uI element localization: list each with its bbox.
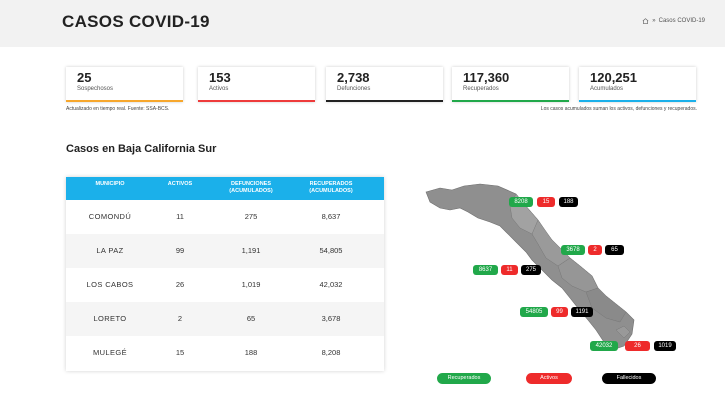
col-municipio: MUNICIPIO [95,181,125,187]
breadcrumb: » Casos COVID-19 [642,18,705,24]
lapaz-activos-badge: 99 [551,307,568,317]
loreto-defunciones-badge: 65 [605,245,624,255]
cell-activos: 26 [175,280,185,289]
stat-bar [66,100,183,102]
table-row: LORETO 2 65 3,678 [66,302,384,336]
comondu-recuperados-badge: 8637 [473,265,498,275]
lapaz-recuperados-badge: 54805 [520,307,548,317]
breadcrumb-current: Casos COVID-19 [658,18,705,24]
col-recuperados-line2: (ACUMULADOS) [309,188,353,194]
cell-municipio: COMONDÚ [88,212,132,221]
mulege-defunciones-badge: 188 [559,197,578,207]
stat-card-sospechosos: 25 Sospechosos [66,67,183,102]
stat-label: Acumulados [590,86,624,92]
stat-card-acumulados: 120,251 Acumulados [579,67,696,102]
stat-value: 117,360 [463,70,510,85]
cell-recuperados: 42,032 [319,280,343,289]
table-header: MUNICIPIO ACTIVOS DEFUNCIONES (ACUMULADO… [66,177,384,200]
table-row: COMONDÚ 11 275 8,637 [66,200,384,234]
home-icon[interactable] [642,18,649,24]
loreto-activos-badge: 2 [588,245,602,255]
col-defunciones: DEFUNCIONES (ACUMULADOS) [212,181,290,195]
header-bar: CASOS COVID-19 » Casos COVID-19 [0,0,725,47]
breadcrumb-separator: » [652,18,656,24]
col-recuperados-line1: RECUPERADOS [309,181,353,187]
cell-municipio: LA PAZ [96,246,124,255]
cell-defunciones: 275 [244,212,258,221]
comondu-defunciones-badge: 275 [521,265,541,275]
cell-activos: 15 [175,348,185,357]
stat-value: 2,738 [337,70,370,85]
loscabos-defunciones-badge: 1019 [654,341,676,351]
col-recuperados: RECUPERADOS (ACUMULADOS) [290,181,372,195]
stat-card-recuperados: 117,360 Recuperados [452,67,569,102]
table-row: LA PAZ 99 1,191 54,805 [66,234,384,268]
stat-value: 153 [209,70,231,85]
cell-defunciones: 1,019 [241,280,261,289]
bcs-map: 8208 15 188 3678 2 65 8637 11 275 54805 … [420,180,700,360]
cell-activos: 2 [177,314,183,323]
legend-recuperados: Recuperados [437,373,491,384]
stat-label: Defunciones [337,86,371,92]
section-title: Casos en Baja California Sur [66,143,217,155]
stat-bar [452,100,569,102]
mulege-activos-badge: 15 [537,197,555,207]
stat-label: Activos [209,86,229,92]
stat-value: 120,251 [590,70,637,85]
cell-municipio: MULEGÉ [92,348,128,357]
stat-bar [579,100,696,102]
cell-recuperados: 8,637 [321,212,341,221]
stat-card-activos: 153 Activos [198,67,315,102]
cell-defunciones: 188 [244,348,258,357]
col-defunciones-line1: DEFUNCIONES [230,181,272,187]
cell-defunciones: 1,191 [241,246,261,255]
cell-activos: 99 [175,246,185,255]
page-title: CASOS COVID-19 [62,12,210,31]
table-body: COMONDÚ 11 275 8,637 LA PAZ 99 1,191 54,… [66,200,384,371]
map-shape [425,183,635,351]
stat-bar [198,100,315,102]
stat-card-defunciones: 2,738 Defunciones [326,67,443,102]
municipios-table: MUNICIPIO ACTIVOS DEFUNCIONES (ACUMULADO… [66,177,384,371]
stat-label: Recuperados [463,86,499,92]
stat-label: Sospechosos [77,86,114,92]
accumulated-note: Los casos acumulados suman los activos, … [540,106,697,112]
loreto-recuperados-badge: 3678 [561,245,585,255]
cell-recuperados: 3,678 [321,314,341,323]
cell-municipio: LORETO [93,314,127,323]
stat-bar [326,100,443,102]
legend-fallecidos: Fallecidos [602,373,656,384]
loscabos-recuperados-badge: 42032 [590,341,618,351]
mulege-recuperados-badge: 8208 [509,197,533,207]
col-activos: ACTIVOS [167,181,193,187]
cell-recuperados: 54,805 [319,246,343,255]
source-note: Actualizado en tiempo real. Fuente: SSA-… [66,106,170,112]
table-row: MULEGÉ 15 188 8,208 [66,336,384,370]
col-defunciones-line2: (ACUMULADOS) [229,188,273,194]
stat-value: 25 [77,70,92,85]
lapaz-defunciones-badge: 1191 [571,307,593,317]
loscabos-activos-badge: 26 [625,341,650,351]
table-row: LOS CABOS 26 1,019 42,032 [66,268,384,302]
cell-recuperados: 8,208 [321,348,341,357]
comondu-activos-badge: 11 [501,265,518,275]
cell-defunciones: 65 [246,314,256,323]
cell-municipio: LOS CABOS [86,280,134,289]
legend-activos: Activos [526,373,572,384]
cell-activos: 11 [176,212,184,221]
